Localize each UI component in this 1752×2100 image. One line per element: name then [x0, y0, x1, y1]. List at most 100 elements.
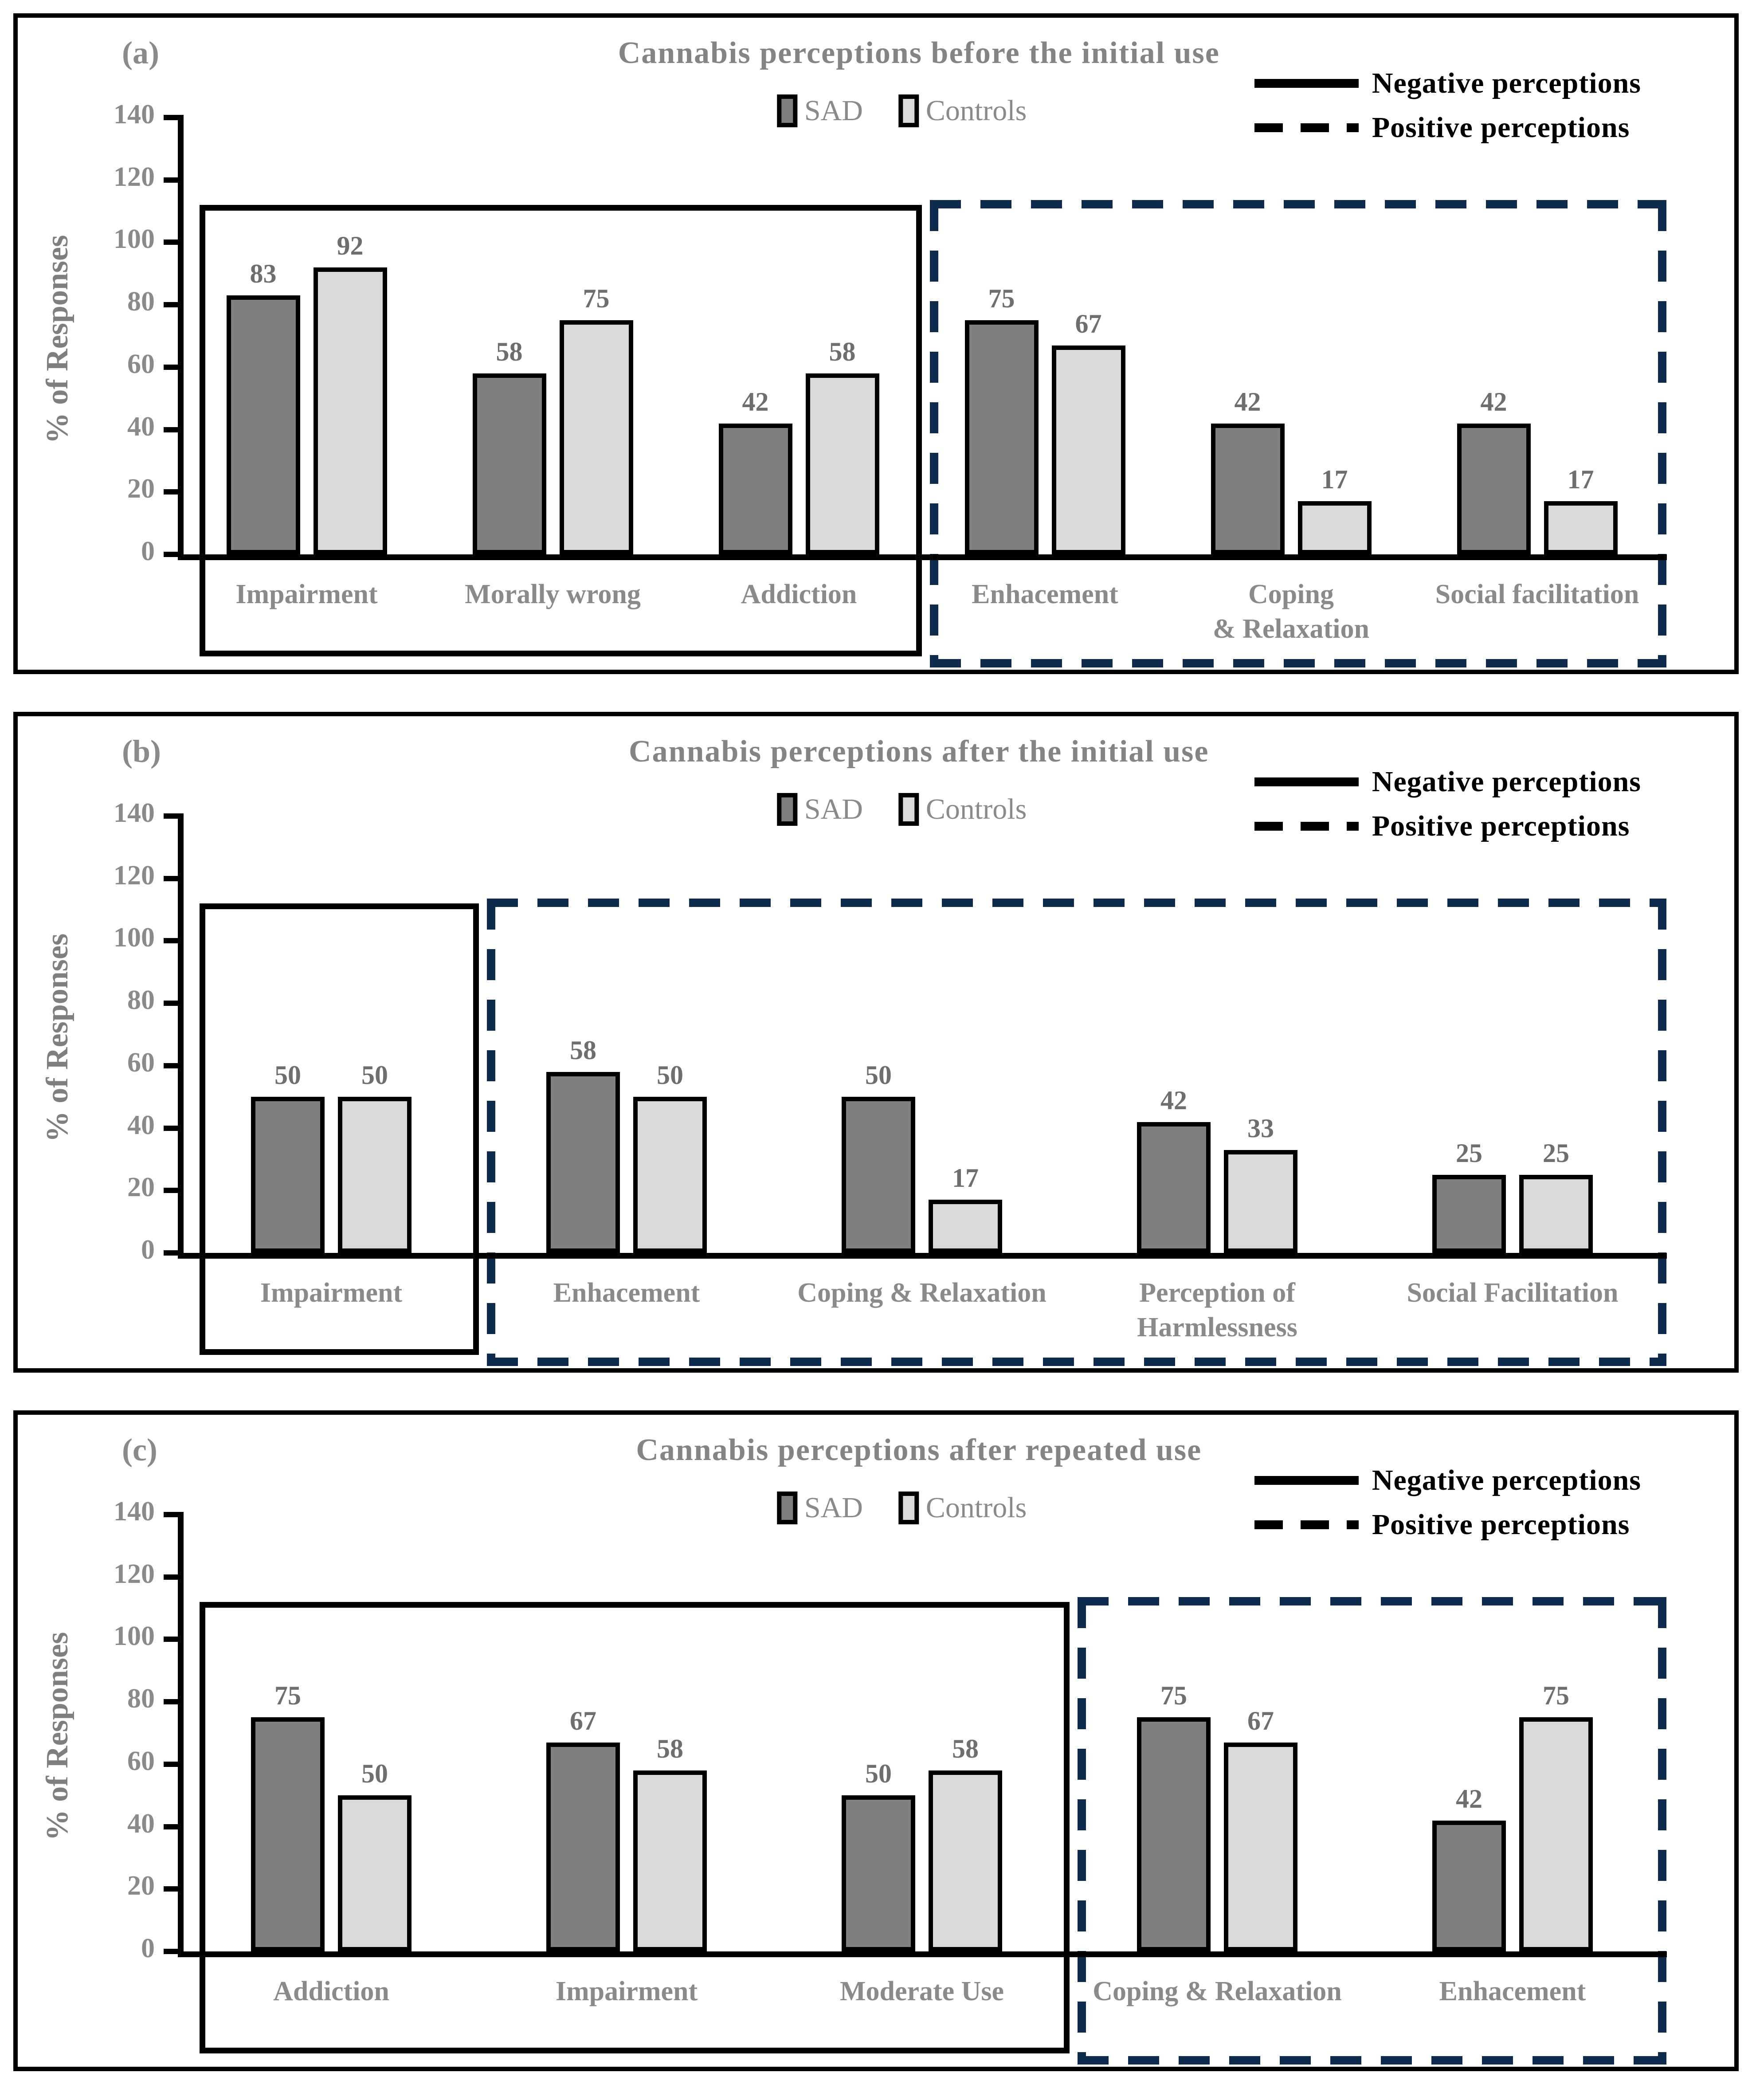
bar-sad	[1432, 1820, 1506, 1951]
solid-line-swatch	[1254, 1476, 1359, 1485]
y-tick	[164, 813, 178, 819]
y-tick-label: 0	[141, 536, 155, 566]
y-tick-label: 0	[141, 1933, 155, 1963]
category-group: 42 58	[676, 118, 922, 554]
y-tick	[164, 364, 178, 370]
bar-column: 50	[251, 1060, 325, 1253]
y-tick	[164, 1886, 178, 1892]
bar-value-label: 67	[1075, 309, 1102, 338]
y-axis-line	[178, 813, 184, 1259]
bar-controls	[559, 320, 633, 554]
sad-legend-swatch	[776, 1492, 797, 1524]
category-group: 75 50	[184, 1515, 479, 1951]
positive-box-dashed-edge	[1658, 899, 1666, 1366]
category-group: 50 50	[184, 816, 479, 1253]
positive-legend-row: Positive perceptions	[1254, 111, 1641, 145]
positive-box-dashed-edge	[930, 200, 1666, 208]
controls-legend-swatch	[898, 94, 919, 127]
y-tick	[164, 302, 178, 308]
category-label: Morally wrong	[465, 579, 641, 609]
positive-box-dashed-edge	[487, 1358, 1666, 1366]
positive-box-dashed-edge	[1658, 1597, 1666, 2065]
bar-value-label: 75	[274, 1681, 301, 1711]
negative-legend-label: Negative perceptions	[1372, 1464, 1641, 1496]
series-legend: SAD Controls	[776, 94, 1027, 128]
y-tick-label: 60	[127, 349, 155, 379]
negative-legend-label: Negative perceptions	[1372, 765, 1641, 798]
dashed-line-swatch	[1254, 822, 1359, 831]
bar-value-label: 50	[865, 1759, 892, 1789]
bar-value-label: 17	[952, 1163, 979, 1193]
y-tick-label: 20	[127, 1172, 155, 1203]
solid-line-swatch	[1254, 777, 1359, 786]
category-label: Social Facilitation	[1407, 1278, 1619, 1308]
sad-legend-label: SAD	[804, 1492, 863, 1524]
bar-sad	[1432, 1175, 1506, 1253]
controls-legend-item: Controls	[898, 793, 1027, 826]
bar-column: 42	[1457, 387, 1531, 554]
bar-sad	[718, 423, 792, 554]
category-group: 58 75	[430, 118, 676, 554]
category-label: Impairment	[555, 1976, 698, 2006]
bar-sad	[546, 1742, 620, 1951]
bar-value-label: 33	[1247, 1113, 1274, 1143]
bar-value-label: 42	[1480, 387, 1507, 416]
positive-box-dashed-edge	[1078, 1597, 1086, 2065]
bar-value-label: 50	[865, 1060, 892, 1090]
controls-legend-swatch	[898, 793, 919, 826]
bar-value-label: 75	[1160, 1681, 1187, 1711]
bar-column: 83	[226, 259, 300, 554]
plot-area: 0 20 40 60 80 100 120 140 50 50 Impairment 58 50 Enha…	[114, 798, 1667, 1366]
y-axis-line	[178, 115, 184, 560]
y-tick	[164, 427, 178, 432]
y-tick	[164, 1188, 178, 1193]
positive-legend-label: Positive perceptions	[1372, 1508, 1630, 1541]
category-group: 75 67	[922, 118, 1168, 554]
bar-value-label: 58	[496, 337, 523, 366]
positive-perceptions-box	[1078, 1597, 1666, 2065]
bar-sad	[226, 295, 300, 554]
bar-controls	[1297, 501, 1372, 554]
category-label: Perception of Harmlessness	[1137, 1278, 1297, 1342]
positive-box-dashed-edge	[1078, 2056, 1666, 2065]
bar-controls	[805, 373, 879, 554]
category-label: Impairment	[260, 1278, 403, 1308]
y-tick	[164, 552, 178, 557]
bar-controls	[313, 267, 387, 554]
positive-box-dashed-edge	[1078, 1597, 1666, 1605]
positive-legend-label: Positive perceptions	[1372, 111, 1630, 144]
bar-column: 58	[472, 337, 546, 554]
bar-value-label: 67	[1247, 1706, 1274, 1735]
category-label: Enhacement	[1439, 1976, 1586, 2006]
panel-title: Cannabis perceptions before the initial …	[618, 36, 1220, 70]
category-group: 67 58	[479, 1515, 774, 1951]
category-group: 42 75	[1365, 1515, 1660, 1951]
category-group: 58 50	[479, 816, 774, 1253]
category-label: Addiction	[273, 1976, 389, 2006]
bar-column: 42	[1211, 387, 1285, 554]
series-legend: SAD Controls	[776, 793, 1027, 826]
bar-sad	[251, 1717, 325, 1951]
plot-area: 0 20 40 60 80 100 120 140 83 92 Impairment 58 75 Mora…	[114, 99, 1667, 667]
bar-column: 17	[929, 1163, 1002, 1253]
perception-line-legend: Negative perceptions Positive perception…	[1254, 1464, 1641, 1552]
category-label: Coping & Relaxation	[1093, 1976, 1342, 2006]
y-tick	[164, 1574, 178, 1580]
bar-sad	[1137, 1122, 1211, 1253]
bar-value-label: 92	[337, 231, 364, 260]
category-label: Coping & Relaxation	[797, 1278, 1046, 1308]
bar-controls	[1544, 501, 1618, 554]
y-tick	[164, 1699, 178, 1705]
panel-letter: (b)	[122, 734, 161, 769]
bar-column: 58	[929, 1734, 1002, 1951]
category-group: 83 92	[184, 118, 430, 554]
y-tick	[164, 1949, 178, 1954]
y-tick-label: 120	[114, 1558, 155, 1589]
bar-column: 17	[1297, 464, 1372, 554]
bar-column: 75	[1137, 1680, 1211, 1951]
bar-column: 50	[842, 1759, 915, 1951]
y-tick-label: 100	[114, 922, 155, 953]
bar-controls	[1519, 1175, 1593, 1253]
bar-value-label: 17	[1567, 465, 1594, 495]
bar-controls	[1519, 1717, 1593, 1951]
